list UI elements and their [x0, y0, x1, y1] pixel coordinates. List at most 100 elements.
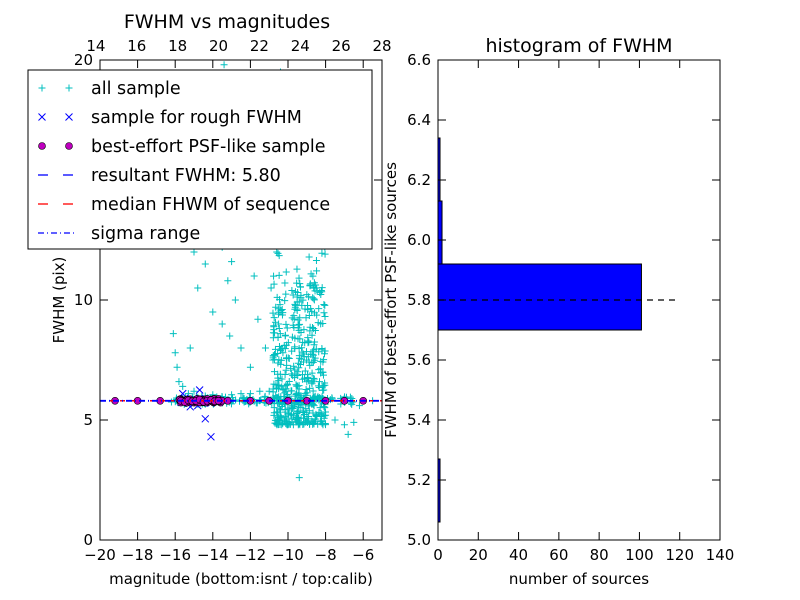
hist-xtick-label: 80: [590, 546, 609, 564]
all-sample-point: [278, 375, 286, 383]
scatter-xticks: −20 −18 −16 −14 −12 −10 −8 −6: [84, 60, 374, 564]
all-sample-point: [209, 308, 217, 316]
ytick-label: 20: [74, 51, 93, 69]
all-sample-point: [293, 265, 301, 273]
all-sample-point: [303, 409, 311, 417]
all-sample-point: [283, 381, 291, 389]
all-sample-point: [312, 256, 320, 264]
legend-entry: best-effort PSF-like sample: [38, 137, 326, 157]
hist-ytick-label: 5.0: [407, 531, 431, 549]
all-sample-point: [291, 392, 299, 400]
hist-xtick-label: 0: [433, 546, 443, 564]
all-sample-point: [281, 332, 289, 340]
all-sample-point: [270, 326, 278, 334]
all-sample-point: [340, 421, 348, 429]
legend-entry: all sample: [38, 79, 181, 99]
all-sample-point: [283, 417, 291, 425]
all-sample-point: [293, 279, 301, 287]
top-xtick-label: 16: [127, 37, 146, 55]
all-sample-point: [175, 378, 183, 386]
all-sample-point: [190, 248, 198, 256]
all-sample-point: [296, 283, 304, 291]
all-sample-point: [296, 314, 304, 322]
all-sample-point: [256, 387, 264, 395]
all-sample-point: [311, 309, 319, 317]
all-sample-point: [277, 345, 285, 353]
all-sample-point: [274, 394, 282, 402]
all-sample-point: [270, 280, 278, 288]
all-sample-point: [312, 410, 320, 418]
all-sample-point: [310, 356, 318, 364]
all-sample-point: [275, 271, 283, 279]
all-sample-point: [279, 419, 287, 427]
legend-label: sigma range: [91, 224, 200, 244]
legend-x-marker: [65, 113, 73, 121]
all-sample-point: [278, 306, 286, 314]
all-sample-point: [295, 474, 303, 482]
all-sample-point: [289, 372, 297, 380]
legend-circle-marker: [65, 142, 73, 150]
all-sample-point: [290, 362, 298, 370]
hist-ytick-label: 6.2: [407, 171, 431, 189]
all-sample-point: [313, 411, 321, 419]
legend-plus-marker: [38, 84, 46, 92]
all-sample-point: [218, 320, 226, 328]
all-sample-point: [254, 315, 262, 323]
all-sample-point: [321, 250, 329, 258]
all-sample-point: [265, 387, 273, 395]
hist-ytick-label: 6.6: [407, 51, 431, 69]
xtick-label: −18: [122, 546, 154, 564]
all-sample-point: [282, 320, 290, 328]
all-sample-point: [282, 268, 290, 276]
all-sample-point: [288, 347, 296, 355]
top-xtick-label: 14: [86, 37, 105, 55]
ytick-label: 5: [83, 411, 93, 429]
hist-ytick-label: 5.4: [407, 411, 431, 429]
all-sample-point: [288, 333, 296, 341]
all-sample-point: [228, 391, 236, 399]
all-sample-point: [310, 325, 318, 333]
all-sample-point: [184, 390, 192, 398]
all-sample-point: [294, 324, 302, 332]
all-sample-point: [321, 313, 329, 321]
all-sample-point: [288, 404, 296, 412]
all-sample-point: [246, 363, 254, 371]
all-sample-point: [274, 374, 282, 382]
legend-label: median FHWM of sequence: [91, 195, 330, 215]
all-sample-point: [297, 328, 305, 336]
hist-ytick-label: 5.6: [407, 351, 431, 369]
all-sample-point: [306, 361, 314, 369]
rough-fwhm-point: [195, 386, 204, 394]
all-sample-point: [348, 400, 356, 408]
all-sample-point: [314, 319, 322, 327]
all-sample-point: [269, 309, 277, 317]
all-sample-point: [292, 370, 300, 378]
all-sample-point: [287, 410, 295, 418]
all-sample-point: [319, 358, 327, 366]
all-sample-point: [283, 341, 291, 349]
all-sample-point: [321, 379, 329, 387]
all-sample-point: [303, 389, 311, 397]
all-sample-point: [289, 421, 297, 429]
scatter-title: FWHM vs magnitudes: [124, 11, 330, 33]
all-sample-point: [309, 346, 317, 354]
all-sample-point: [231, 296, 239, 304]
histogram-bar: [437, 200, 443, 265]
histogram-chart: histogram of FWHM 0 20 40 60 80 100 120 140 5.0…: [382, 35, 734, 588]
top-xtick-label: 24: [291, 37, 310, 55]
all-sample-point: [346, 393, 354, 401]
top-xtick-label: 26: [332, 37, 351, 55]
all-sample-point: [270, 380, 278, 388]
all-sample-point: [320, 301, 328, 309]
all-sample-point: [307, 305, 315, 313]
legend-label: sample for rough FWHM: [91, 108, 302, 128]
all-sample-point: [288, 387, 296, 395]
legend-items: all sample sample for rough FWHM best-effo…: [38, 79, 330, 244]
all-sample-point: [302, 405, 310, 413]
all-sample-point: [309, 387, 317, 395]
all-sample-point: [309, 409, 317, 417]
legend-entry: median FHWM of sequence: [38, 195, 330, 215]
all-sample-point: [190, 387, 198, 395]
all-sample-point: [309, 377, 317, 385]
